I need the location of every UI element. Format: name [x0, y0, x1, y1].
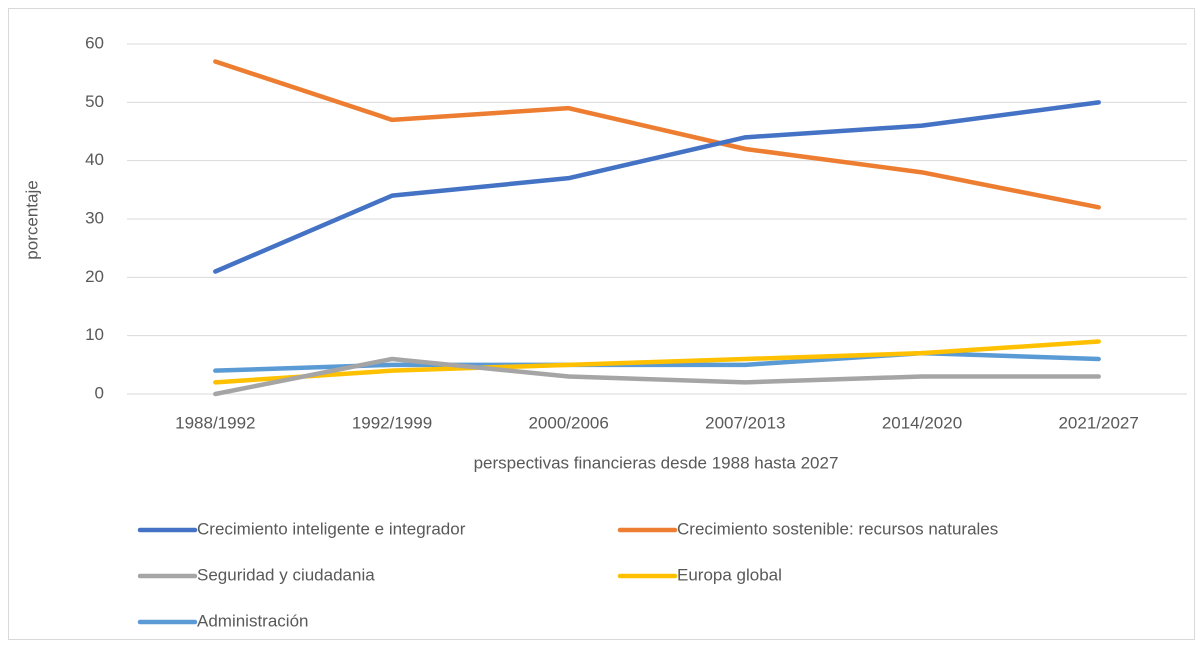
legend-label: Crecimiento inteligente e integrador: [197, 519, 466, 538]
y-tick-label: 40: [85, 150, 104, 169]
y-tick-label: 10: [85, 325, 104, 344]
x-tick-label: 2007/2013: [705, 413, 785, 432]
legend-label: Europa global: [677, 565, 782, 584]
y-tick-label: 20: [85, 267, 104, 286]
y-axis-label: porcentaje: [22, 180, 41, 259]
legend-label: Administración: [197, 611, 309, 630]
y-tick-label: 50: [85, 92, 104, 111]
x-axis-label: perspectivas financieras desde 1988 hast…: [474, 453, 839, 472]
series-line: [213, 356, 1101, 397]
legend-label: Seguridad y ciudadania: [197, 565, 375, 584]
x-tick-label: 2000/2006: [528, 413, 608, 432]
legend-label: Crecimiento sostenible: recursos natural…: [677, 519, 998, 538]
series-line: [213, 339, 1101, 385]
x-tick-label: 2014/2020: [882, 413, 962, 432]
series-line: [213, 100, 1101, 274]
y-tick-label: 60: [85, 33, 104, 52]
y-tick-label: 30: [85, 208, 104, 227]
x-tick-label: 1992/1999: [352, 413, 432, 432]
x-tick-label: 1988/1992: [175, 413, 255, 432]
x-tick-label: 2021/2027: [1058, 413, 1138, 432]
chart-frame: [8, 8, 1195, 640]
series-line: [213, 59, 1101, 210]
y-tick-label: 0: [95, 383, 104, 402]
